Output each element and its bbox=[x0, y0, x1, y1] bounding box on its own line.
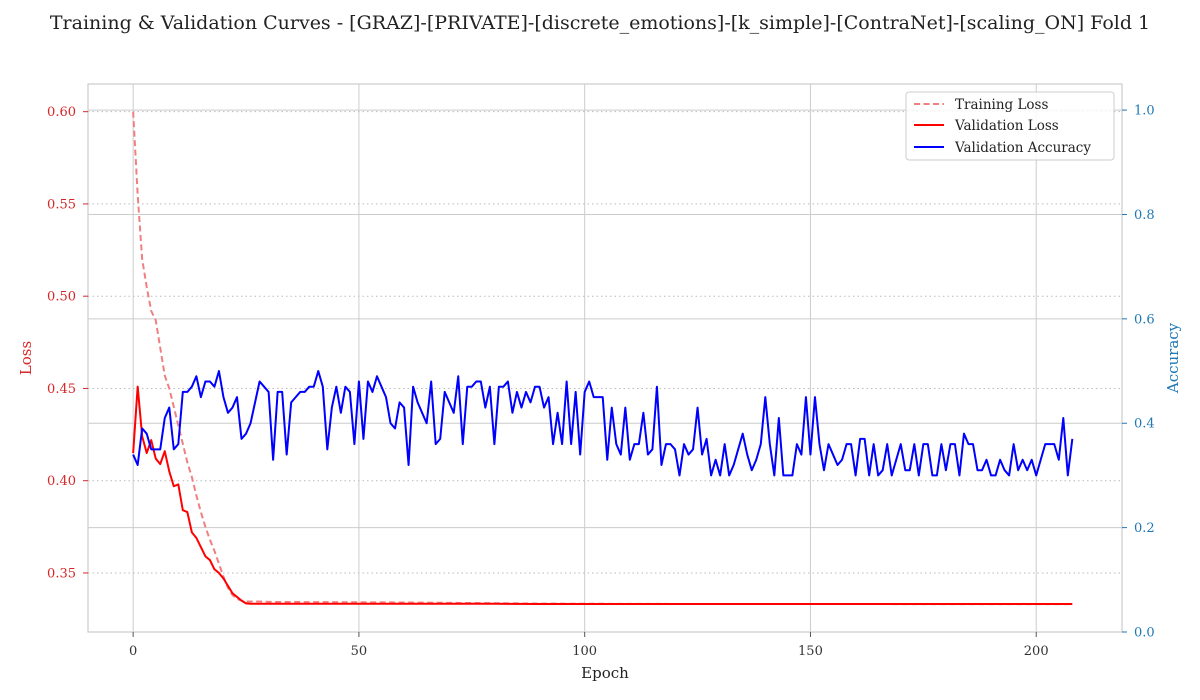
x-axis-ticks: 0 50 100 150 200 bbox=[129, 632, 1049, 659]
left-axis-ticks: 0.35 0.40 0.45 0.50 0.55 0.60 bbox=[47, 105, 88, 581]
series-line-validation-loss bbox=[132, 385, 1073, 605]
left-tick-label: 0.50 bbox=[47, 290, 76, 305]
left-tick-label: 0.60 bbox=[47, 105, 76, 120]
left-axis-label: Loss bbox=[17, 341, 35, 375]
legend-label-training-loss: Training Loss bbox=[955, 97, 1048, 113]
right-axis-ticks: 0.0 0.2 0.4 0.6 0.8 1.0 bbox=[1122, 104, 1155, 641]
right-tick-label: 1.0 bbox=[1134, 104, 1155, 119]
right-axis-label: Accuracy bbox=[1164, 322, 1182, 394]
x-axis-label: Epoch bbox=[581, 664, 629, 682]
x-tick-label: 150 bbox=[798, 644, 823, 659]
series-lines bbox=[132, 111, 1074, 606]
left-tick-label: 0.55 bbox=[47, 197, 76, 212]
chart-title: Training & Validation Curves - [GRAZ]-[P… bbox=[50, 12, 1150, 34]
left-tick-label: 0.45 bbox=[47, 382, 76, 397]
x-tick-label: 50 bbox=[351, 644, 368, 659]
x-tick-label: 0 bbox=[129, 644, 137, 659]
right-tick-label: 0.0 bbox=[1134, 626, 1155, 641]
right-tick-label: 0.8 bbox=[1134, 208, 1155, 223]
left-tick-label: 0.35 bbox=[47, 566, 76, 581]
legend: Training Loss Validation Loss Validation… bbox=[905, 91, 1115, 161]
plot-frame bbox=[87, 83, 1123, 633]
plot-area bbox=[87, 83, 1123, 633]
right-tick-label: 0.6 bbox=[1134, 312, 1155, 327]
legend-label-validation-loss: Validation Loss bbox=[954, 118, 1059, 134]
x-tick-label: 200 bbox=[1024, 644, 1049, 659]
series-line-validation-accuracy bbox=[132, 370, 1074, 477]
right-tick-label: 0.4 bbox=[1134, 417, 1155, 432]
right-tick-label: 0.2 bbox=[1134, 521, 1155, 536]
legend-box bbox=[905, 91, 1115, 161]
legend-label-validation-accuracy: Validation Accuracy bbox=[954, 140, 1091, 156]
left-tick-label: 0.40 bbox=[47, 474, 76, 489]
x-tick-label: 100 bbox=[572, 644, 597, 659]
series-line-training-loss bbox=[132, 111, 1073, 606]
